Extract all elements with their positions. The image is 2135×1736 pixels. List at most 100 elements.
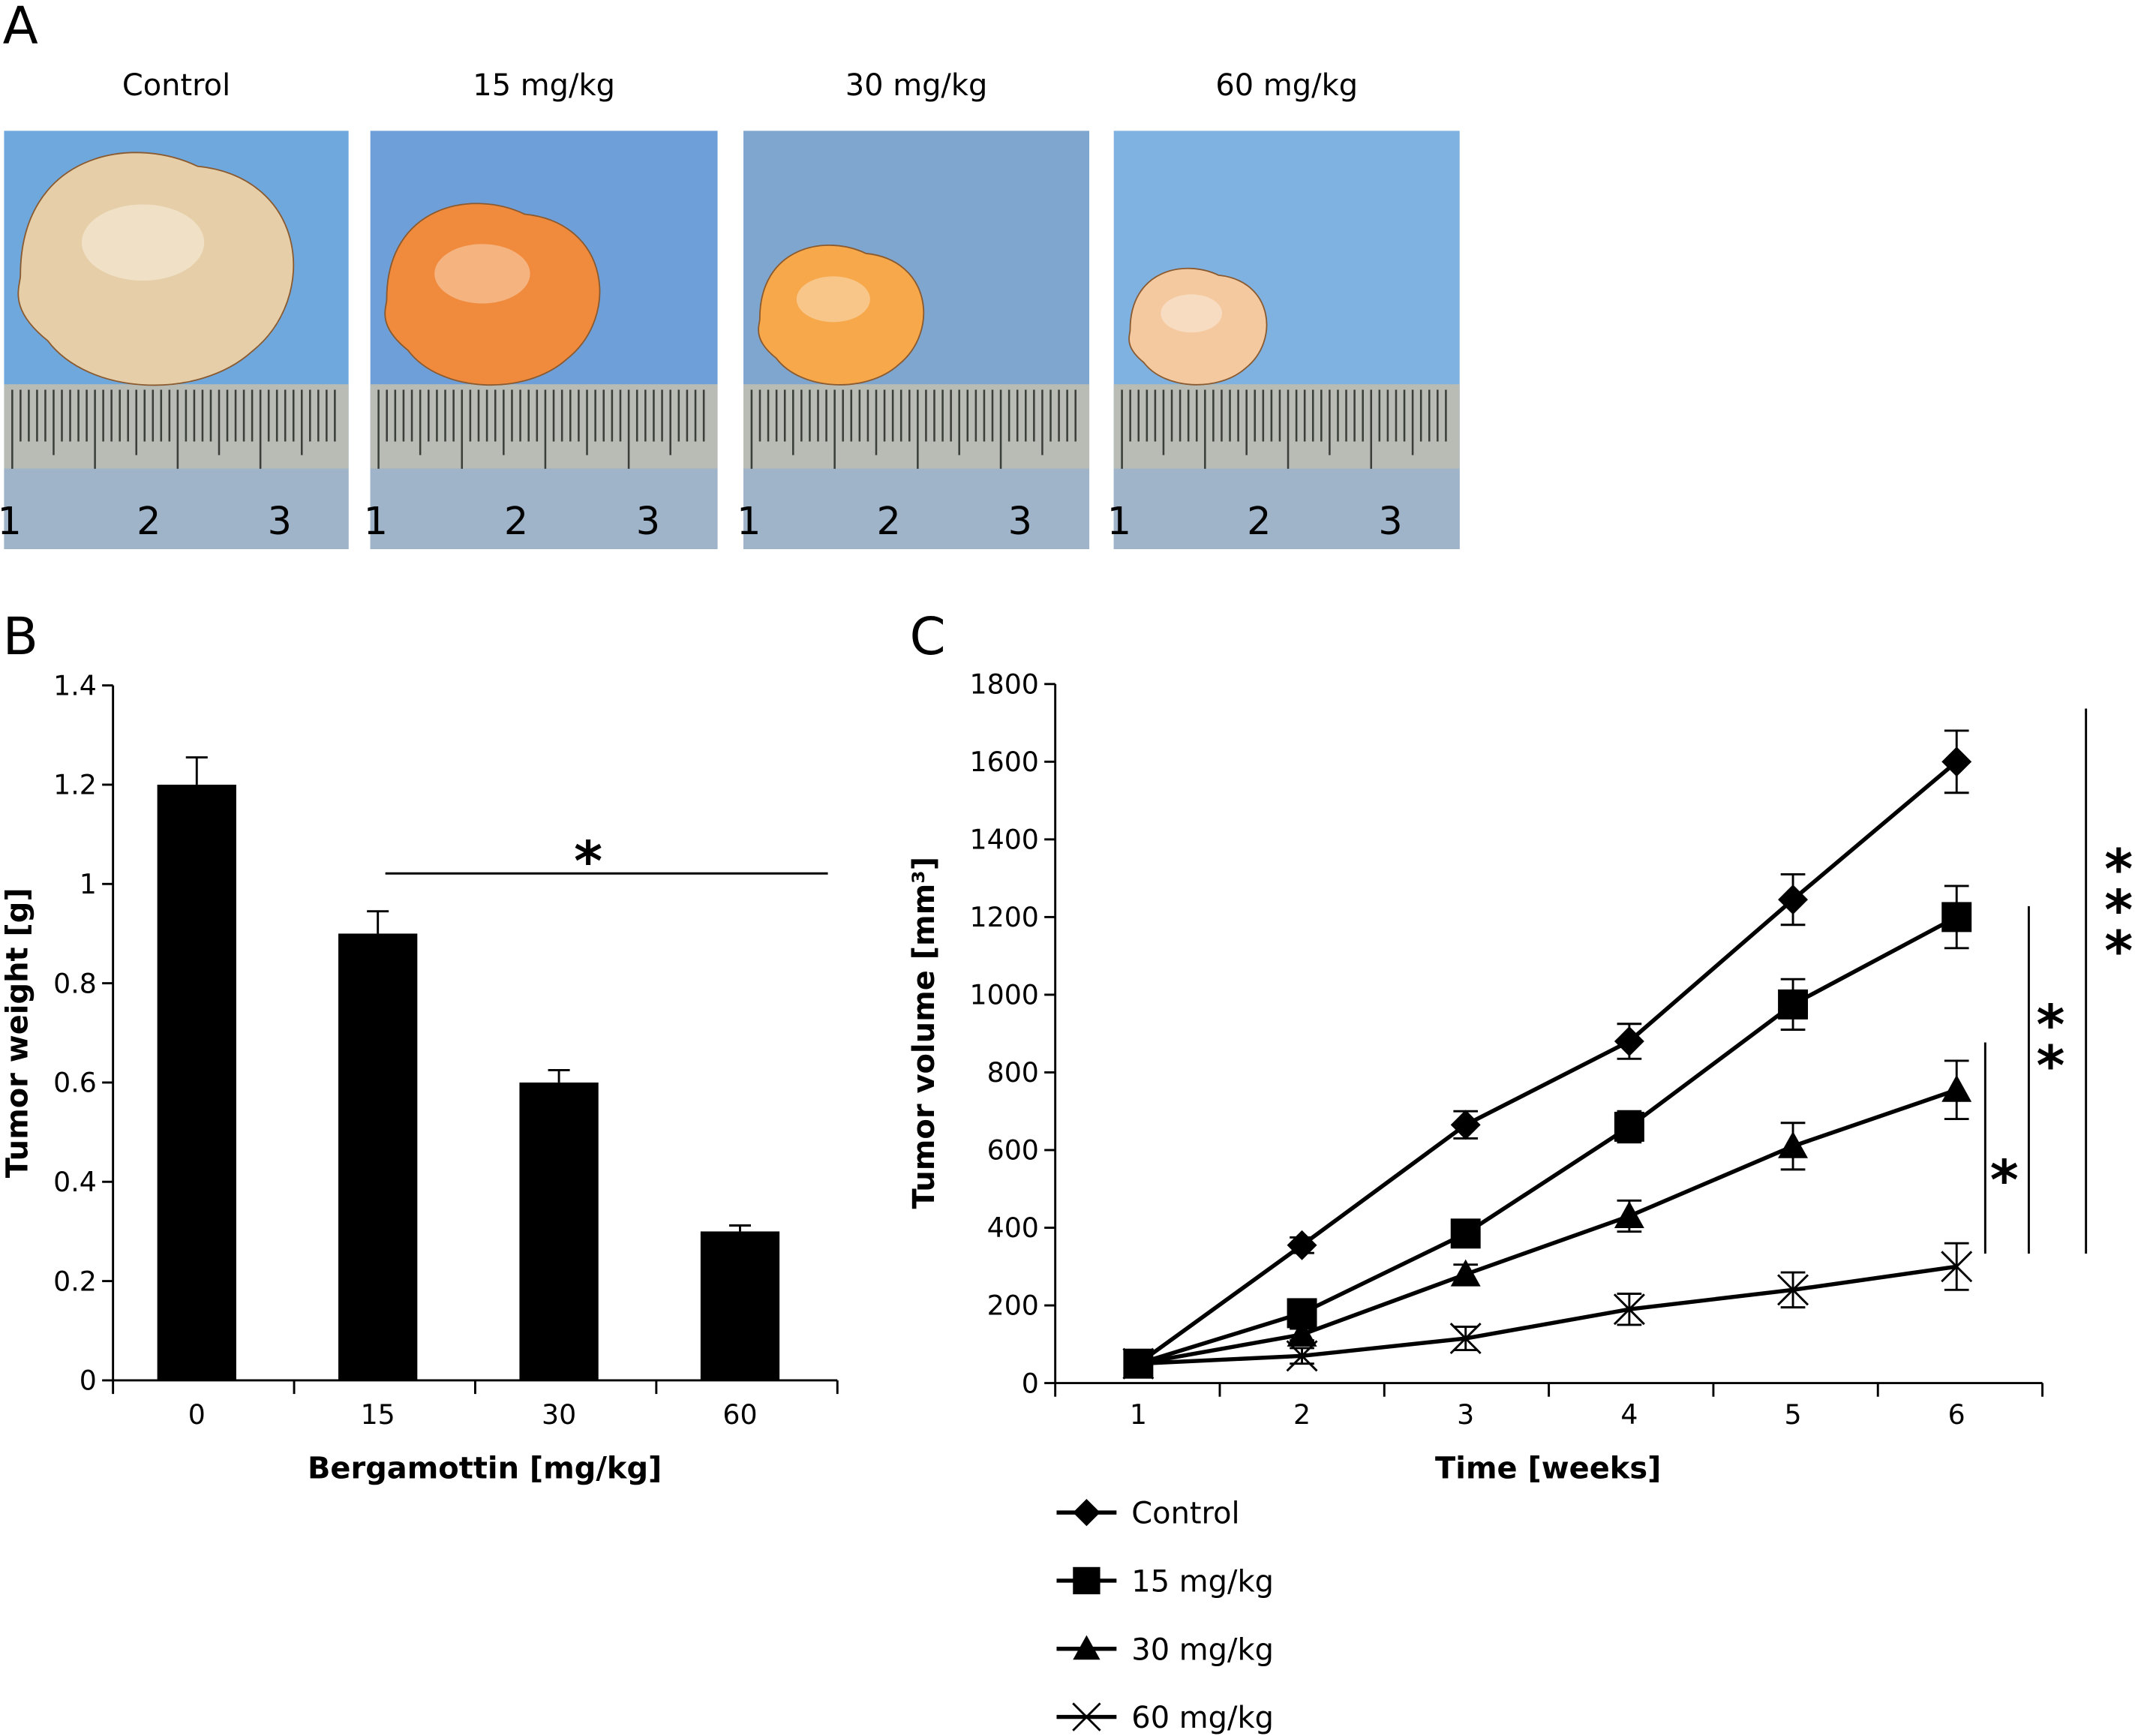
x-marker (1449, 1323, 1482, 1355)
y-tick-label: 1400 (970, 824, 1039, 856)
square-marker (1073, 1566, 1101, 1595)
triangle-marker (1287, 1319, 1317, 1347)
y-tick-label: 1800 (970, 668, 1039, 700)
chart-b-ylabel: Tumor weight [g] (0, 888, 35, 1178)
x-tick-label: 6 (1948, 1398, 1965, 1431)
significance-star: * (2036, 1035, 2064, 1098)
y-tick-label: 0 (1022, 1367, 1039, 1399)
series-15-mg-kg (1123, 885, 1972, 1379)
x-tick-label: 3 (1457, 1398, 1474, 1431)
diamond-marker (1073, 1498, 1101, 1527)
significance-star: * (2104, 921, 2133, 984)
y-tick-label: 1200 (970, 901, 1039, 933)
photo-label: Control (122, 68, 230, 103)
x-marker (1286, 1340, 1318, 1372)
significance-stars: * * * (2104, 839, 2133, 984)
panel-b: B Tumor weight [g] Bergamottin [mg/kg] 0… (0, 607, 839, 1486)
legend-label: 30 mg/kg (1131, 1632, 1274, 1667)
bar (157, 784, 236, 1380)
chart-c-plot: 0 200 400 600 800 1000 1200 1400 1600 1800 1 2 3 4 5 6 *… (970, 668, 2133, 1431)
x-tick-label: 0 (188, 1398, 206, 1431)
legend-label: Control (1131, 1497, 1239, 1531)
significance-star: * (2104, 880, 2133, 943)
ruler-body (1113, 468, 1460, 549)
x-tick-label: 2 (1293, 1398, 1311, 1431)
chart-c-ylabel: Tumor volume [mm³] (907, 857, 941, 1209)
y-tick-label: 600 (987, 1134, 1039, 1167)
bar (338, 933, 418, 1380)
y-tick-label: 1.2 (53, 769, 97, 801)
triangle-marker (1941, 1074, 1972, 1102)
tumor (758, 245, 924, 386)
ruler-number: 1 (737, 499, 761, 543)
x-marker (1777, 1274, 1809, 1306)
chart-c-xlabel: Time [weeks] (1435, 1452, 1661, 1486)
x-tick-label: 60 (722, 1398, 757, 1431)
photo-label: 60 mg/kg (1215, 68, 1358, 103)
square-marker (1614, 1111, 1644, 1142)
y-tick-label: 1600 (970, 746, 1039, 778)
legend-item: Control (1056, 1497, 1240, 1531)
significance-stars: * (1990, 1149, 2019, 1212)
y-tick-label: 400 (987, 1212, 1039, 1244)
tumor-photo: 1 2 3 (1107, 131, 1460, 549)
y-tick-label: 0 (80, 1365, 97, 1397)
tumor-highlight (796, 276, 870, 323)
tumor (1128, 267, 1268, 386)
ruler-body (4, 468, 349, 549)
panel-a: A Control 1 2 3 15 mg/kg 1 2 3 30 mg/kg 1 2 3 60 mg/… (0, 0, 1460, 549)
x-tick-label: 30 (542, 1398, 576, 1431)
triangle-marker (1778, 1131, 1809, 1158)
chart-c-legend: Control 15 mg/kg 30 mg/kg 60 mg/kg (1056, 1497, 1274, 1735)
legend-label: 60 mg/kg (1131, 1701, 1274, 1735)
series-line (1137, 760, 1958, 1365)
bar (519, 1082, 599, 1380)
chart-b-xlabel: Bergamottin [mg/kg] (308, 1452, 662, 1486)
ruler-scale (4, 384, 349, 469)
legend-item: 60 mg/kg (1056, 1701, 1274, 1735)
tumor-photo: 1 2 3 (0, 131, 349, 549)
y-tick-label: 0.8 (53, 967, 97, 999)
tumor-photo: 1 2 3 (364, 131, 718, 549)
panel-c: C Tumor volume [mm³] Time [weeks] 0 200 40… (907, 607, 2133, 1735)
photo-label: 30 mg/kg (845, 68, 988, 103)
y-tick-label: 1 (80, 868, 97, 900)
photo-label: 15 mg/kg (473, 68, 615, 103)
ruler-number: 2 (137, 499, 161, 543)
ruler-number: 3 (1008, 499, 1032, 543)
x-marker (1072, 1702, 1101, 1731)
ruler-number: 1 (0, 499, 22, 543)
legend-item: 15 mg/kg (1056, 1564, 1274, 1599)
series-60-mg-kg (1122, 1242, 1973, 1380)
ruler-body (370, 468, 718, 549)
ruler-number: 3 (1378, 499, 1402, 543)
ruler-number: 2 (504, 499, 528, 543)
diamond-marker (1450, 1110, 1481, 1140)
triangle-marker (1073, 1635, 1101, 1660)
x-marker (1122, 1347, 1155, 1380)
tumor-photo: 1 2 3 (737, 131, 1090, 549)
bar (700, 1231, 780, 1380)
panel-c-letter: C (909, 607, 945, 667)
tumor-highlight (81, 204, 205, 281)
chart-b-plot: 0 0.2 0.4 0.6 0.8 1 1.2 1.4 0 15 30 60 * (53, 669, 839, 1431)
significance-star: * (2036, 994, 2064, 1057)
triangle-marker (1450, 1259, 1481, 1287)
series-line (1137, 1088, 1958, 1366)
x-tick-label: 1 (1130, 1398, 1147, 1431)
square-marker (1778, 989, 1809, 1020)
square-marker (1450, 1218, 1481, 1249)
legend-label: 15 mg/kg (1131, 1564, 1274, 1599)
y-tick-label: 1.4 (53, 669, 97, 701)
tumor-photos: Control 1 2 3 15 mg/kg 1 2 3 30 mg/kg 1 2 3 60 mg/kg… (0, 68, 1460, 549)
ruler-number: 3 (636, 499, 660, 543)
tumor-highlight (1161, 294, 1223, 333)
ruler-number: 3 (268, 499, 292, 543)
y-tick-label: 0.4 (53, 1166, 97, 1198)
diamond-marker (1287, 1230, 1317, 1260)
x-tick-label: 15 (361, 1398, 395, 1431)
legend-item: 30 mg/kg (1056, 1632, 1274, 1667)
significance-star: * (2104, 839, 2133, 902)
triangle-marker (1614, 1201, 1644, 1228)
